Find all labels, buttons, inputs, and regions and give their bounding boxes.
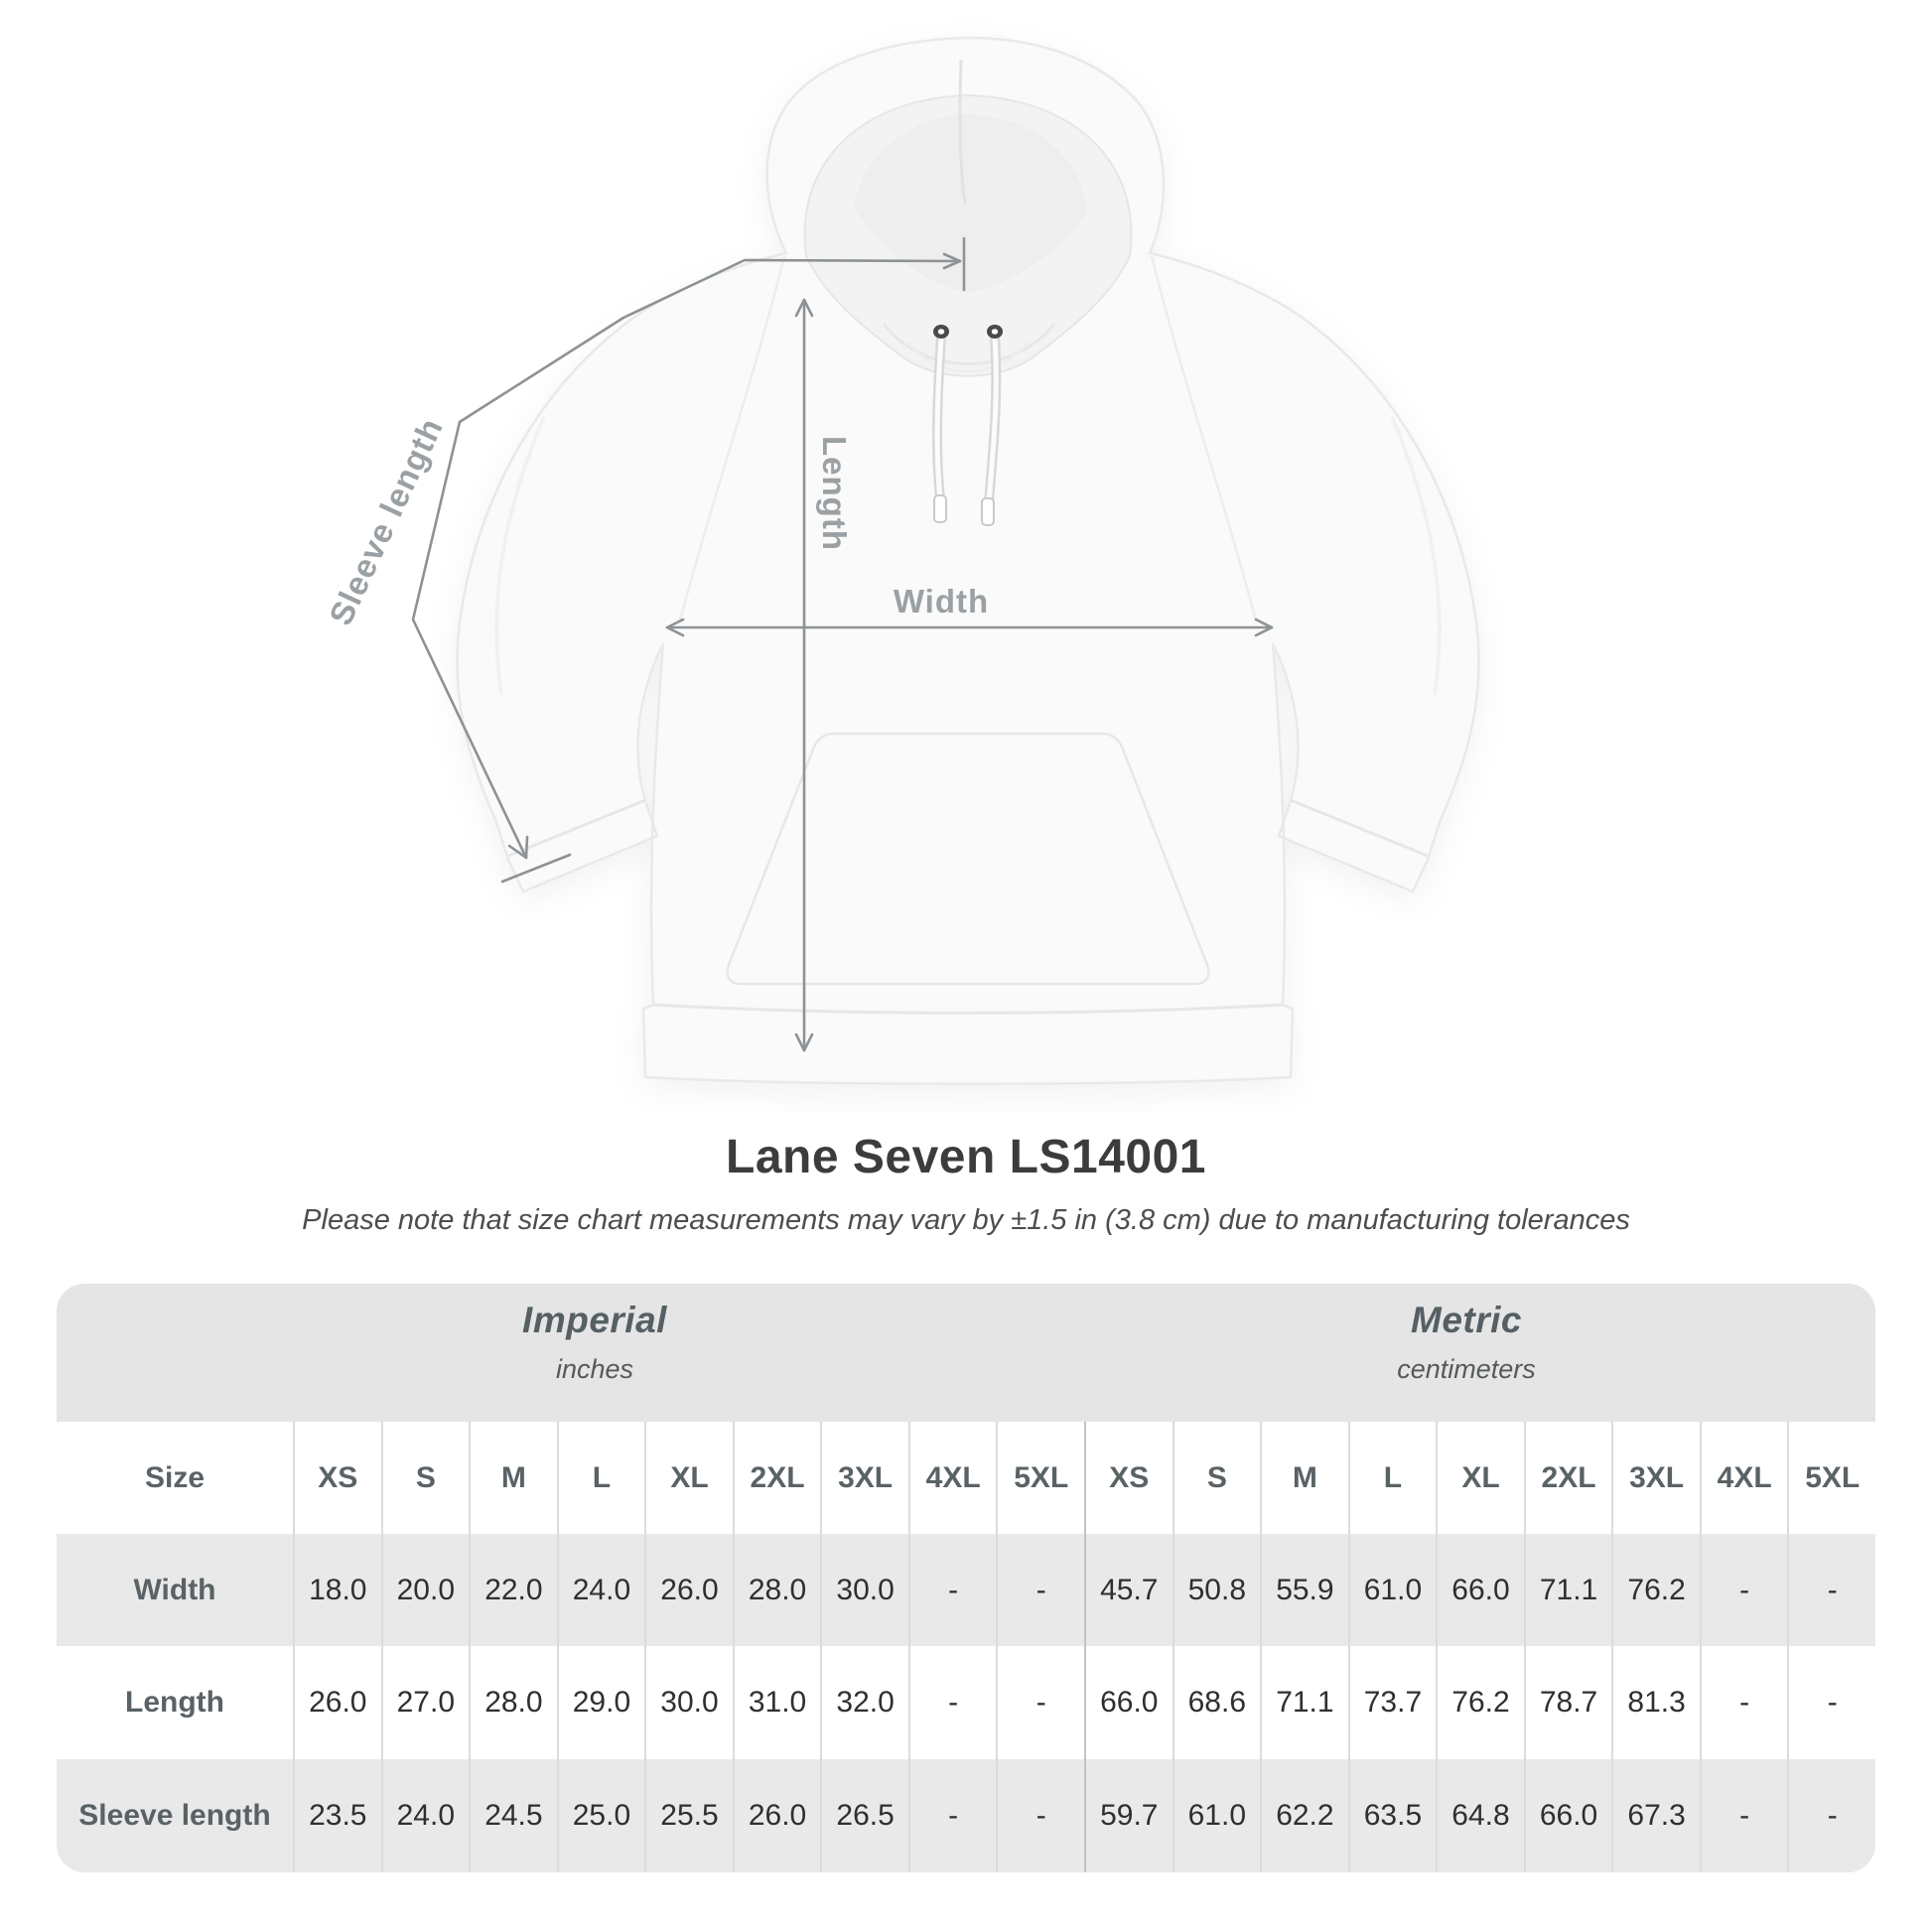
data-cell: 31.0 — [732, 1646, 821, 1759]
data-cell: 24.0 — [556, 1534, 645, 1646]
size-header-cell: L — [556, 1422, 645, 1534]
data-cell: 25.0 — [556, 1759, 645, 1872]
tolerance-note: Please note that size chart measurements… — [302, 1204, 1630, 1236]
metric-header: Metric — [1411, 1300, 1522, 1340]
data-cell: 61.0 — [1347, 1534, 1437, 1646]
size-header-cell: XS — [1084, 1422, 1173, 1534]
data-cell: 78.7 — [1523, 1646, 1612, 1759]
size-header-cell: XS — [293, 1422, 381, 1534]
imperial-header: Imperial — [522, 1300, 667, 1340]
data-cell: 62.2 — [1260, 1759, 1348, 1872]
size-header-cell: S — [380, 1422, 470, 1534]
size-chart-table: Imperial inches Metric centimeters Size X… — [57, 1284, 1875, 1872]
data-cell: 66.0 — [1084, 1646, 1173, 1759]
size-grid: Size XS S M L XL 2XL 3XL 4XL 5XL XS S M L XL 2XL 3XL 4XL 5… — [57, 1422, 1875, 1872]
data-cell: - — [1787, 1534, 1875, 1646]
data-cell: 28.0 — [732, 1534, 821, 1646]
size-header-cell: 2XL — [732, 1422, 821, 1534]
row-label-cell: Sleeve length — [57, 1759, 293, 1872]
data-cell: 26.0 — [293, 1646, 381, 1759]
size-header-cell: 4XL — [1699, 1422, 1788, 1534]
size-header-cell: 3XL — [1611, 1422, 1700, 1534]
size-header-cell: M — [1260, 1422, 1348, 1534]
data-cell: 81.3 — [1611, 1646, 1700, 1759]
data-cell: 24.0 — [380, 1759, 470, 1872]
data-cell: - — [1699, 1534, 1788, 1646]
data-cell: 20.0 — [380, 1534, 470, 1646]
length-arrow: Length — [794, 298, 853, 1052]
size-header-cell: M — [469, 1422, 557, 1534]
data-cell: - — [1699, 1759, 1788, 1872]
sleeve-length-label: Sleeve length — [322, 412, 450, 630]
data-cell: 24.5 — [469, 1759, 557, 1872]
metric-unit-label: centimeters — [1397, 1354, 1536, 1384]
data-cell: 71.1 — [1523, 1534, 1612, 1646]
data-cell: - — [1787, 1646, 1875, 1759]
data-cell: 26.0 — [644, 1534, 733, 1646]
data-cell: 28.0 — [469, 1646, 557, 1759]
data-cell: 26.0 — [732, 1759, 821, 1872]
data-cell: 73.7 — [1347, 1646, 1437, 1759]
data-cell: - — [1699, 1646, 1788, 1759]
imperial-header-group: Imperial inches — [386, 1284, 803, 1422]
data-cell: - — [1787, 1759, 1875, 1872]
data-cell: - — [996, 1646, 1084, 1759]
data-cell: 18.0 — [293, 1534, 381, 1646]
data-cell: - — [907, 1534, 997, 1646]
data-cell: 67.3 — [1611, 1759, 1700, 1872]
data-cell: - — [996, 1534, 1084, 1646]
data-cell: 64.8 — [1436, 1759, 1524, 1872]
length-label: Length — [816, 436, 853, 551]
data-cell: 32.0 — [820, 1646, 908, 1759]
data-cell: 29.0 — [556, 1646, 645, 1759]
size-header-cell: 4XL — [907, 1422, 997, 1534]
width-arrow: Width — [665, 583, 1274, 637]
data-cell: 76.2 — [1436, 1646, 1524, 1759]
size-header-cell: 5XL — [1787, 1422, 1875, 1534]
width-label: Width — [894, 583, 989, 620]
size-header-cell: S — [1172, 1422, 1261, 1534]
data-cell: 66.0 — [1436, 1534, 1524, 1646]
data-cell: 68.6 — [1172, 1646, 1261, 1759]
size-header-cell: XL — [1436, 1422, 1524, 1534]
data-cell: 50.8 — [1172, 1534, 1261, 1646]
data-cell: 27.0 — [380, 1646, 470, 1759]
data-cell: 30.0 — [644, 1646, 733, 1759]
data-cell: 22.0 — [469, 1534, 557, 1646]
size-header-cell: L — [1347, 1422, 1437, 1534]
hoodie-illustration — [456, 36, 1480, 1085]
size-column-header: Size — [57, 1422, 293, 1534]
data-cell: 55.9 — [1260, 1534, 1348, 1646]
data-cell: 30.0 — [820, 1534, 908, 1646]
data-cell: - — [907, 1646, 997, 1759]
data-cell: 23.5 — [293, 1759, 381, 1872]
data-cell: 26.5 — [820, 1759, 908, 1872]
imperial-unit-label: inches — [555, 1354, 634, 1384]
size-header-cell: XL — [644, 1422, 733, 1534]
product-title: Lane Seven LS14001 — [726, 1131, 1206, 1183]
data-cell: 63.5 — [1347, 1759, 1437, 1872]
row-label-cell: Width — [57, 1534, 293, 1646]
data-cell: 66.0 — [1523, 1759, 1612, 1872]
data-cell: - — [907, 1759, 997, 1872]
size-header-cell: 5XL — [996, 1422, 1084, 1534]
size-header-cell: 2XL — [1523, 1422, 1612, 1534]
data-cell: 76.2 — [1611, 1534, 1700, 1646]
data-cell: 61.0 — [1172, 1759, 1261, 1872]
hoodie-measurement-diagram: Sleeve length Length Width — [322, 36, 1480, 1085]
size-header-cell: 3XL — [820, 1422, 908, 1534]
data-cell: - — [996, 1759, 1084, 1872]
data-cell: 71.1 — [1260, 1646, 1348, 1759]
data-cell: 25.5 — [644, 1759, 733, 1872]
row-label-cell: Length — [57, 1646, 293, 1759]
unit-system-header: Imperial inches Metric centimeters — [57, 1284, 1875, 1422]
data-cell: 45.7 — [1084, 1534, 1173, 1646]
data-cell: 59.7 — [1084, 1759, 1173, 1872]
metric-header-group: Metric centimeters — [1258, 1284, 1675, 1422]
